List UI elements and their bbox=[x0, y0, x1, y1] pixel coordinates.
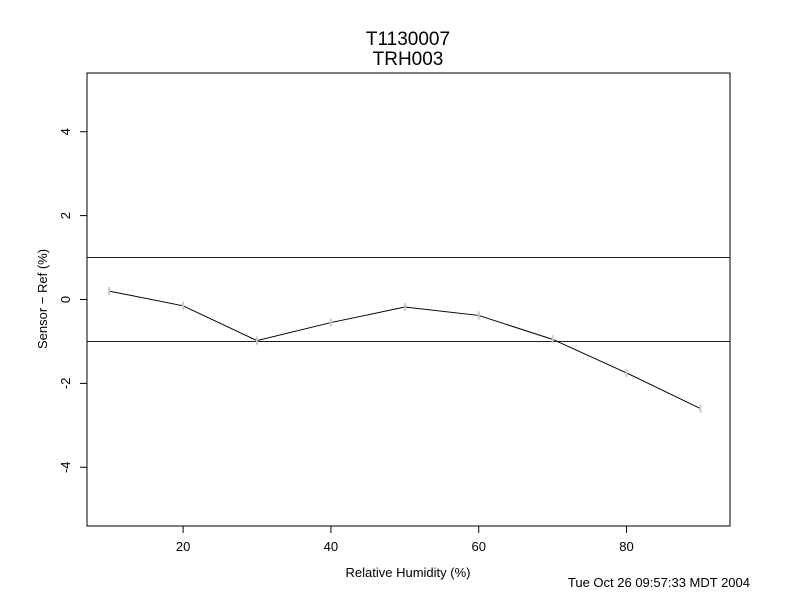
y-axis: -4 -2 0 2 4 bbox=[58, 128, 87, 473]
y-tick-label: -2 bbox=[58, 378, 73, 390]
x-tick-label: 60 bbox=[471, 539, 485, 554]
x-tick-label: 20 bbox=[176, 539, 190, 554]
x-tick-label: 40 bbox=[324, 539, 338, 554]
chart-subtitle: TRH003 bbox=[373, 49, 444, 70]
series-group bbox=[108, 287, 702, 413]
x-axis: 20 40 60 80 bbox=[176, 526, 634, 554]
reference-lines bbox=[87, 257, 730, 342]
x-axis-label: Relative Humidity (%) bbox=[346, 565, 471, 580]
timestamp: Tue Oct 26 09:57:33 MDT 2004 bbox=[568, 575, 750, 590]
y-tick-label: 0 bbox=[58, 296, 73, 303]
y-tick-label: -4 bbox=[58, 461, 73, 473]
y-axis-label: Sensor − Ref (%) bbox=[35, 249, 50, 349]
chart-title: T1130007 bbox=[366, 29, 450, 50]
plot-frame bbox=[86, 72, 731, 527]
y-tick-label: 4 bbox=[58, 128, 73, 135]
x-tick-label: 80 bbox=[619, 539, 633, 554]
y-tick-label: 2 bbox=[58, 212, 73, 219]
